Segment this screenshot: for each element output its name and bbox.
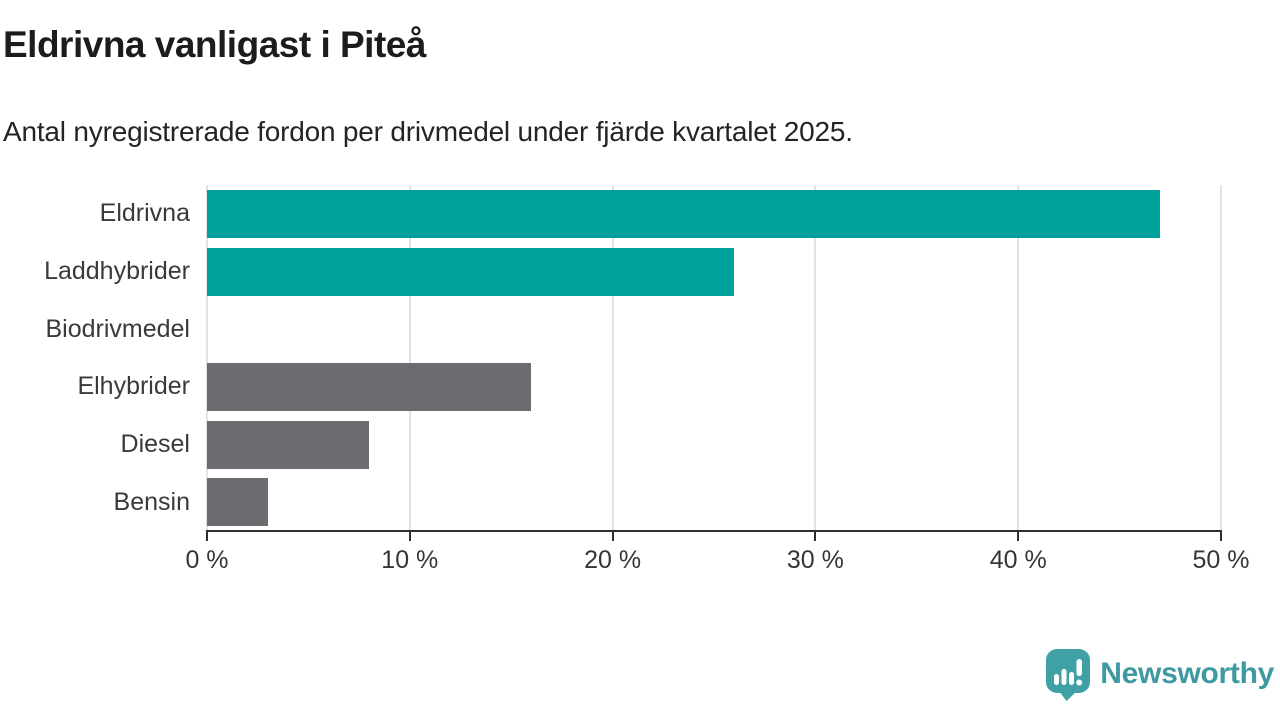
bar-row-biodrivmedel [207, 300, 1221, 358]
x-axis-tick-20 [611, 532, 614, 541]
bar-eldrivna [207, 189, 1161, 238]
bar-row-eldrivna [207, 185, 1221, 243]
category-label-laddhybrider: Laddhybrider [44, 257, 190, 285]
bar-bensin [207, 478, 268, 527]
gridline-0 [206, 185, 208, 531]
x-axis-tick-40 [1017, 532, 1020, 541]
x-axis-tick-10 [408, 532, 411, 541]
x-axis-tick-label-40: 40 % [989, 546, 1047, 574]
x-axis-tick-0 [206, 532, 208, 541]
bar-row-bensin [207, 473, 1221, 531]
x-axis-line [206, 530, 1222, 541]
category-label-elhybrider: Elhybrider [77, 372, 190, 401]
gridline-40 [1017, 185, 1020, 531]
x-axis-tick-50 [1220, 532, 1222, 541]
bar-row-laddhybrider [207, 243, 1221, 301]
x-axis-tick-label-10: 10 % [381, 546, 439, 574]
x-axis-labels: 0 % 10 % 20 % 30 % 40 % 50 % [185, 546, 1249, 580]
newsworthy-speech-bubble-chart-icon [1045, 647, 1091, 701]
category-label-eldrivna: Eldrivna [99, 199, 190, 228]
bar-row-elhybrider [207, 358, 1221, 416]
category-label-bensin: Bensin [113, 487, 190, 516]
gridline-30 [814, 185, 817, 531]
newsworthy-logo: Newsworthy [1045, 646, 1274, 702]
x-axis-tick-label-0: 0 % [185, 546, 229, 574]
bar-row-diesel [207, 416, 1221, 474]
plot-area [206, 185, 1222, 531]
bars-container [207, 185, 1221, 531]
category-label-diesel: Diesel [120, 430, 190, 459]
gridline-50 [1220, 185, 1222, 531]
x-axis-tick-label-20: 20 % [584, 546, 642, 574]
bar-elhybrider [207, 362, 532, 411]
newsworthy-wordmark: Newsworthy [1100, 657, 1274, 690]
category-labels: Eldrivna Laddhybrider Biodrivmedel Elhybrid… [0, 185, 190, 531]
x-axis-tick-30 [814, 532, 817, 541]
chart-subtitle: Antal nyregistrerade fordon per drivmede… [3, 116, 853, 147]
bar-diesel [207, 420, 370, 469]
gridlines-container [206, 185, 1222, 531]
gridline-20 [611, 185, 614, 531]
bar-laddhybrider [207, 247, 735, 296]
x-axis-tick-label-50: 50 % [1192, 546, 1250, 574]
x-axis-tick-label-30: 30 % [786, 546, 844, 574]
category-label-biodrivmedel: Biodrivmedel [45, 314, 190, 343]
gridline-10 [408, 185, 411, 531]
chart-title: Eldrivna vanligast i Piteå [3, 24, 426, 65]
